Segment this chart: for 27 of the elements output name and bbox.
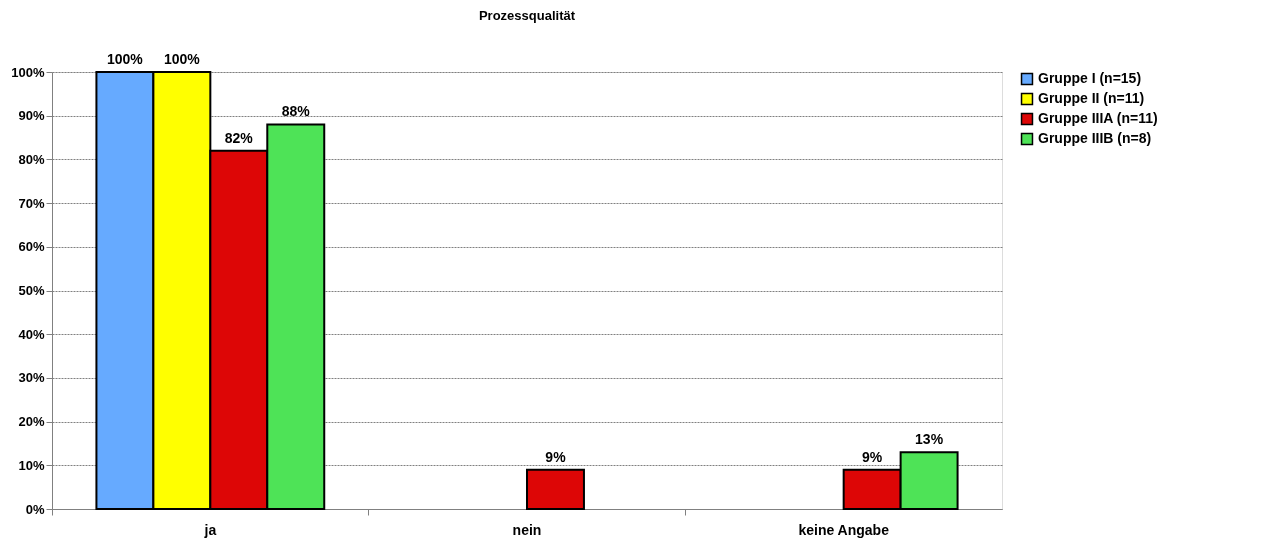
y-tick-label: 70%	[18, 195, 45, 211]
legend-label: Gruppe IIIB (n=8)	[1038, 130, 1152, 146]
chart-title: Prozessqualität	[478, 8, 576, 23]
bar	[526, 468, 585, 510]
data-label: 88%	[281, 103, 311, 120]
y-tick-label: 20%	[18, 414, 45, 430]
x-tick-label: nein	[512, 521, 542, 538]
data-label: 9%	[545, 448, 567, 465]
legend-label: Gruppe II (n=11)	[1038, 90, 1145, 106]
data-label: 100%	[107, 51, 144, 67]
y-tick-label: 10%	[18, 457, 45, 473]
y-tick-label: 80%	[18, 151, 45, 167]
data-label: 13%	[915, 431, 944, 448]
legend-label: Gruppe IIIA (n=11)	[1038, 110, 1158, 126]
y-tick-label: 0%	[25, 501, 45, 517]
x-tick-label: keine Angabe	[798, 521, 890, 538]
data-label: 9%	[862, 448, 883, 465]
y-tick-label: 50%	[18, 283, 45, 298]
x-tick-label: ja	[203, 521, 217, 538]
y-tick-label: 60%	[18, 239, 45, 255]
y-tick-label: 90%	[18, 108, 45, 124]
y-tick-label: 100%	[11, 64, 45, 80]
legend-label: Gruppe I (n=15)	[1038, 70, 1142, 86]
y-tick-label: 40%	[18, 326, 45, 342]
data-label: 82%	[224, 129, 254, 146]
y-tick-label: 30%	[18, 370, 45, 386]
data-label: 100%	[163, 51, 201, 67]
